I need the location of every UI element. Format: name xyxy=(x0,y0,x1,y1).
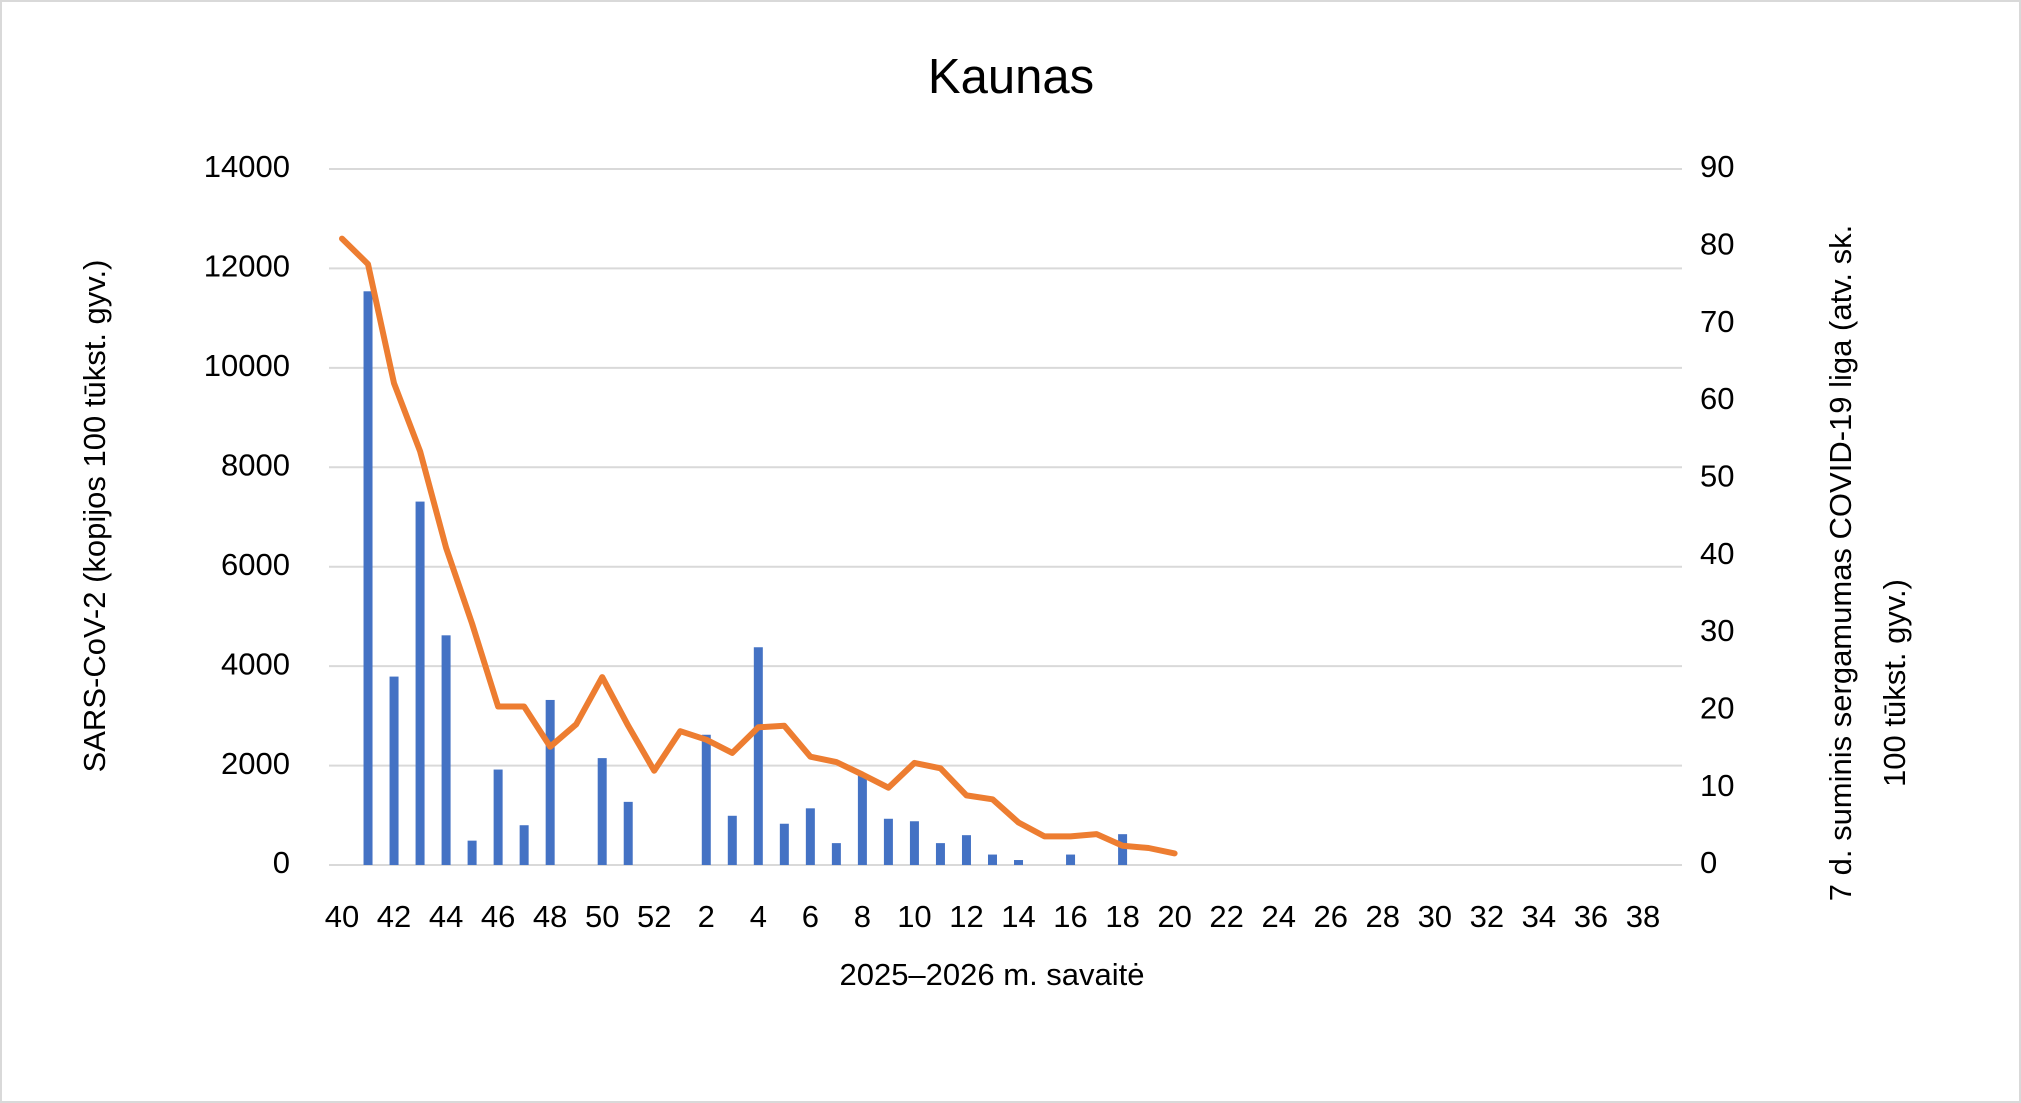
y-axis-title: SARS-CoV-2 (kopijos 100 tūkst. gyv.) xyxy=(77,260,112,773)
bar xyxy=(493,769,503,865)
x-tick-label: 34 xyxy=(1522,899,1556,934)
x-tick-label: 40 xyxy=(325,899,359,934)
x-tick-label: 28 xyxy=(1366,899,1400,934)
y2-tick-label: 50 xyxy=(1700,459,1734,494)
x-tick-label: 16 xyxy=(1053,899,1087,934)
bar xyxy=(363,291,373,866)
bar xyxy=(1014,860,1024,865)
x-tick-label: 26 xyxy=(1313,899,1347,934)
bar xyxy=(753,647,763,865)
bar xyxy=(415,501,425,865)
x-tick-label: 10 xyxy=(897,899,931,934)
bar xyxy=(961,835,971,865)
y-tick-label: 2000 xyxy=(221,746,290,781)
y-tick-label: 12000 xyxy=(204,249,290,284)
y2-tick-label: 90 xyxy=(1700,149,1734,184)
bar xyxy=(441,635,451,865)
x-tick-label: 30 xyxy=(1418,899,1452,934)
x-tick-label: 18 xyxy=(1105,899,1139,934)
y-tick-label: 14000 xyxy=(204,149,290,184)
y2-tick-label: 40 xyxy=(1700,536,1734,571)
y2-tick-label: 0 xyxy=(1700,845,1717,880)
x-tick-label: 14 xyxy=(1001,899,1035,934)
x-tick-label: 42 xyxy=(377,899,411,934)
bar xyxy=(987,854,997,865)
bar xyxy=(623,801,633,865)
bar xyxy=(597,758,607,865)
bar xyxy=(831,843,841,865)
x-tick-label: 24 xyxy=(1261,899,1295,934)
x-tick-label: 44 xyxy=(429,899,463,934)
y-tick-label: 6000 xyxy=(221,547,290,582)
x-tick-label: 6 xyxy=(802,899,819,934)
bar xyxy=(1118,834,1128,865)
y2-axis-title: 7 d. suminis sergamumas COVID-19 liga (a… xyxy=(1823,225,1858,901)
bar xyxy=(805,808,815,865)
x-tick-label: 8 xyxy=(854,899,871,934)
x-tick-label: 52 xyxy=(637,899,671,934)
chart-title: Kaunas xyxy=(928,50,1094,104)
y2-tick-label: 20 xyxy=(1700,691,1734,726)
line xyxy=(339,235,1178,857)
y2-tick-label: 70 xyxy=(1700,304,1734,339)
x-tick-label: 36 xyxy=(1574,899,1608,934)
x-axis-title: 2025–2026 m. savaitė xyxy=(839,957,1144,992)
bar xyxy=(935,843,945,865)
y2-tick-label: 30 xyxy=(1700,613,1734,648)
y2-axis-title: 100 tūkst. gyv.) xyxy=(1877,579,1912,787)
x-tick-label: 22 xyxy=(1209,899,1243,934)
x-tick-label: 48 xyxy=(533,899,567,934)
x-tick-label: 12 xyxy=(949,899,983,934)
x-tick-label: 20 xyxy=(1157,899,1191,934)
y2-tick-label: 60 xyxy=(1700,381,1734,416)
bar xyxy=(779,823,789,865)
x-tick-label: 38 xyxy=(1626,899,1660,934)
bar xyxy=(909,821,919,865)
y2-tick-label: 80 xyxy=(1700,227,1734,262)
y-tick-label: 4000 xyxy=(221,646,290,681)
bar xyxy=(701,734,711,865)
bar xyxy=(857,773,867,865)
bar xyxy=(727,815,737,865)
bar xyxy=(1066,854,1076,865)
y-tick-label: 0 xyxy=(273,845,290,880)
bar xyxy=(883,818,893,865)
bar xyxy=(389,676,399,865)
x-tick-label: 4 xyxy=(750,899,767,934)
y2-tick-label: 10 xyxy=(1700,768,1734,803)
bar xyxy=(467,840,477,865)
x-tick-label: 50 xyxy=(585,899,619,934)
x-tick-label: 2 xyxy=(698,899,715,934)
x-tick-label: 32 xyxy=(1470,899,1504,934)
bar xyxy=(519,825,529,865)
y-tick-label: 8000 xyxy=(221,447,290,482)
x-tick-label: 46 xyxy=(481,899,515,934)
y-tick-label: 10000 xyxy=(204,348,290,383)
bar xyxy=(545,699,555,865)
